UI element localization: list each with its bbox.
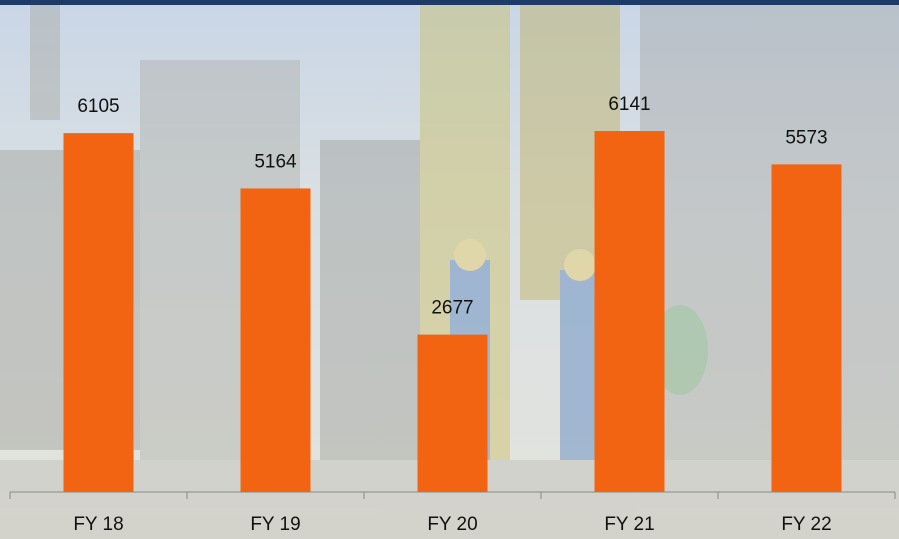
x-tick-label: FY 22 bbox=[781, 514, 831, 535]
header-band bbox=[0, 0, 899, 5]
data-label: 5573 bbox=[785, 127, 827, 148]
data-label: 5164 bbox=[254, 151, 297, 172]
x-tick-label: FY 18 bbox=[73, 514, 123, 535]
data-label: 6141 bbox=[608, 94, 650, 115]
bar bbox=[240, 188, 311, 492]
x-tick-label: FY 20 bbox=[427, 514, 477, 535]
bar bbox=[594, 131, 665, 492]
bar bbox=[63, 133, 134, 492]
data-label: 6105 bbox=[77, 96, 119, 117]
x-tick-label: FY 19 bbox=[250, 514, 300, 535]
bar bbox=[771, 164, 842, 492]
bar bbox=[417, 334, 488, 492]
data-label: 2677 bbox=[431, 298, 473, 319]
x-tick-label: FY 21 bbox=[604, 514, 654, 535]
